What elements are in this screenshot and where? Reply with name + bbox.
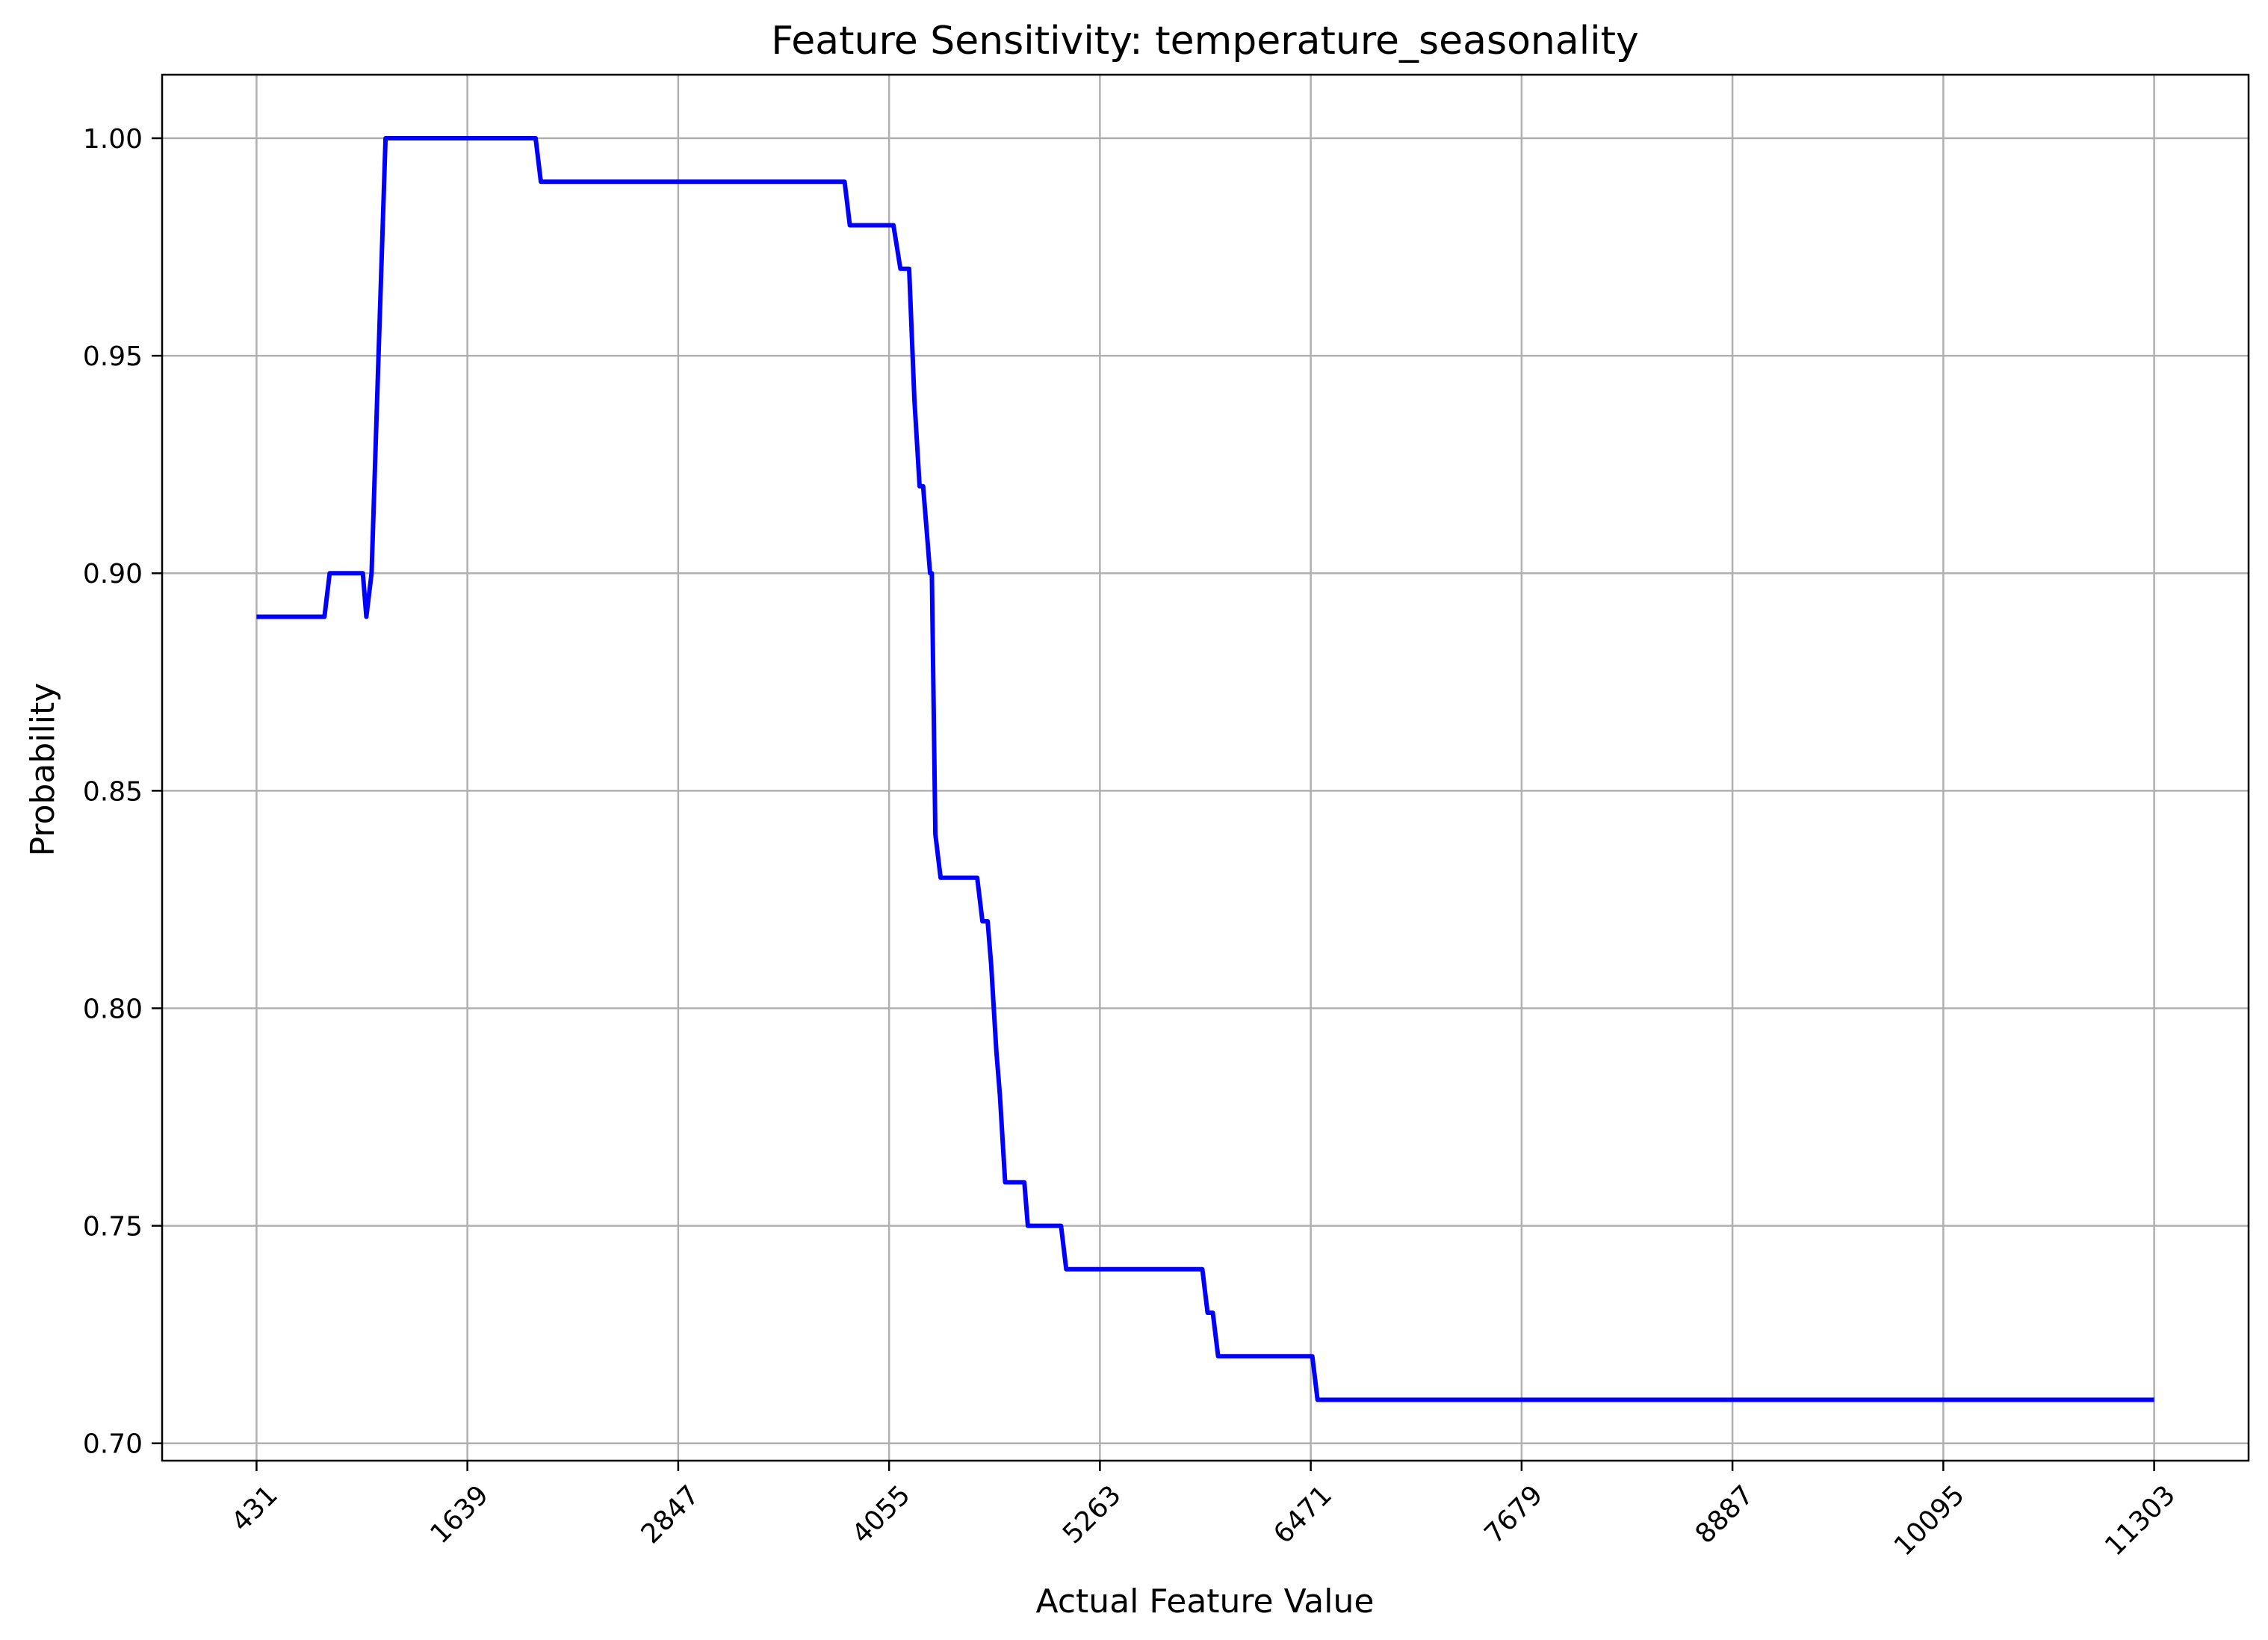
y-tick-label: 0.80	[83, 994, 143, 1024]
series-layer	[256, 136, 2154, 1402]
y-tick-label: 0.85	[83, 776, 143, 807]
y-axis-label: Probability	[24, 683, 62, 857]
y-tick-label: 0.90	[83, 559, 143, 590]
plot-frame	[161, 73, 2250, 1462]
y-tick-label: 0.70	[83, 1429, 143, 1460]
y-tick-label: 1.00	[83, 124, 143, 155]
grid-layer	[162, 75, 2249, 1461]
y-tick-label: 0.75	[83, 1212, 143, 1243]
series-line-0	[256, 136, 2154, 1402]
chart-title: Feature Sensitivity: temperature_seasona…	[771, 19, 1639, 64]
y-tick-label: 0.95	[83, 341, 143, 372]
x-axis-label: Actual Feature Value	[1036, 1582, 1375, 1621]
